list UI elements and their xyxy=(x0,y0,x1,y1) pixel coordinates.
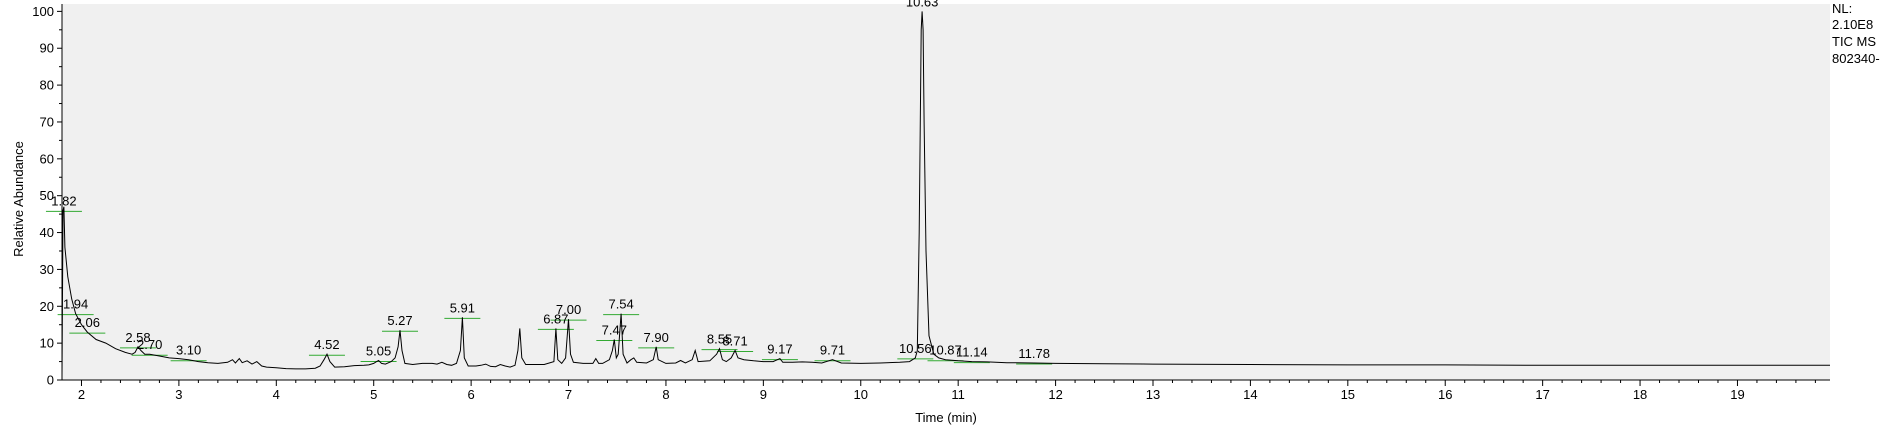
peak-label-9.17: 9.17 xyxy=(767,342,792,357)
peak-label-10.56: 10.56 xyxy=(899,341,932,356)
y-tick-label-20: 20 xyxy=(40,299,54,314)
x-tick-label-8: 8 xyxy=(662,387,669,402)
peak-label-11.78: 11.78 xyxy=(1018,346,1050,361)
y-tick-label-30: 30 xyxy=(40,262,54,277)
x-axis-title: Time (min) xyxy=(915,410,977,425)
peak-label-2.58: 2.58 xyxy=(125,330,150,345)
y-tick-label-60: 60 xyxy=(40,151,54,166)
x-tick-label-3: 3 xyxy=(175,387,182,402)
peak-label-10.63: 10.63 xyxy=(906,0,939,9)
x-tick-label-17: 17 xyxy=(1535,387,1549,402)
x-tick-label-12: 12 xyxy=(1048,387,1062,402)
peak-label-1.82: 1.82 xyxy=(51,193,76,208)
x-ticks: 2 3 4 5 6 7 8 9 10 11 12 13 14 15 16 17 18 19 xyxy=(78,380,1816,402)
info-line-file: 802340- xyxy=(1832,51,1880,66)
x-tick-label-14: 14 xyxy=(1243,387,1257,402)
y-tick-label-50: 50 xyxy=(40,188,54,203)
tic-trace xyxy=(61,11,1830,377)
peak-label-11.14: 11.14 xyxy=(956,345,988,360)
info-line-nl-value: 2.10E8 xyxy=(1832,17,1873,32)
y-ticks: 0 10 20 30 40 50 60 70 80 90 100 xyxy=(32,4,62,388)
y-tick-label-90: 90 xyxy=(40,41,54,56)
peak-label-7.90: 7.90 xyxy=(644,330,669,345)
peak-label-5.91: 5.91 xyxy=(450,300,475,315)
peak-label-5.27: 5.27 xyxy=(387,313,412,328)
peak-label-9.71: 9.71 xyxy=(820,343,845,358)
peak-label-5.05: 5.05 xyxy=(366,343,391,358)
x-tick-label-19: 19 xyxy=(1730,387,1744,402)
y-tick-label-100: 100 xyxy=(32,4,54,19)
peak-label-8.71: 8.71 xyxy=(722,334,747,349)
peak-label-1.94: 1.94 xyxy=(63,297,88,312)
x-tick-label-16: 16 xyxy=(1438,387,1452,402)
peak-label-2.70: 2.70 xyxy=(137,337,162,352)
y-axis-title: Relative Abundance xyxy=(11,141,26,257)
peak-label-7.47: 7.47 xyxy=(602,322,627,337)
x-tick-label-6: 6 xyxy=(468,387,475,402)
y-tick-label-0: 0 xyxy=(47,373,54,388)
peak-label-8.55: 8.55 xyxy=(707,332,732,347)
x-tick-label-11: 11 xyxy=(951,387,965,402)
y-tick-label-80: 80 xyxy=(40,78,54,93)
peak-label-7.00: 7.00 xyxy=(556,302,581,317)
plot-area xyxy=(62,4,1830,380)
info-line-scan: TIC MS xyxy=(1832,34,1876,49)
peak-label-7.54: 7.54 xyxy=(608,297,633,312)
info-box: NL: 2.10E8 TIC MS 802340- xyxy=(1832,1,1880,66)
peak-label-3.10: 3.10 xyxy=(176,343,201,358)
x-tick-label-5: 5 xyxy=(370,387,377,402)
x-tick-label-15: 15 xyxy=(1341,387,1355,402)
x-tick-label-4: 4 xyxy=(273,387,280,402)
info-line-nl: NL: xyxy=(1832,1,1852,16)
x-tick-label-18: 18 xyxy=(1633,387,1647,402)
peak-label-10.87: 10.87 xyxy=(929,343,962,358)
peak-labels: 1.82 1.94 2.06 2.582.70 3.10 4.52 5.05 5.27 5.91… xyxy=(51,0,1050,361)
x-tick-label-13: 13 xyxy=(1146,387,1160,402)
x-tick-label-7: 7 xyxy=(565,387,572,402)
y-tick-label-70: 70 xyxy=(40,114,54,129)
y-tick-label-40: 40 xyxy=(40,225,54,240)
peak-label-2.06: 2.06 xyxy=(75,315,100,330)
y-tick-label-10: 10 xyxy=(40,336,54,351)
peak-label-4.52: 4.52 xyxy=(314,337,339,352)
x-tick-label-9: 9 xyxy=(760,387,767,402)
x-tick-label-10: 10 xyxy=(854,387,868,402)
peak-label-6.87: 6.87 xyxy=(543,311,568,326)
x-tick-label-2: 2 xyxy=(78,387,85,402)
